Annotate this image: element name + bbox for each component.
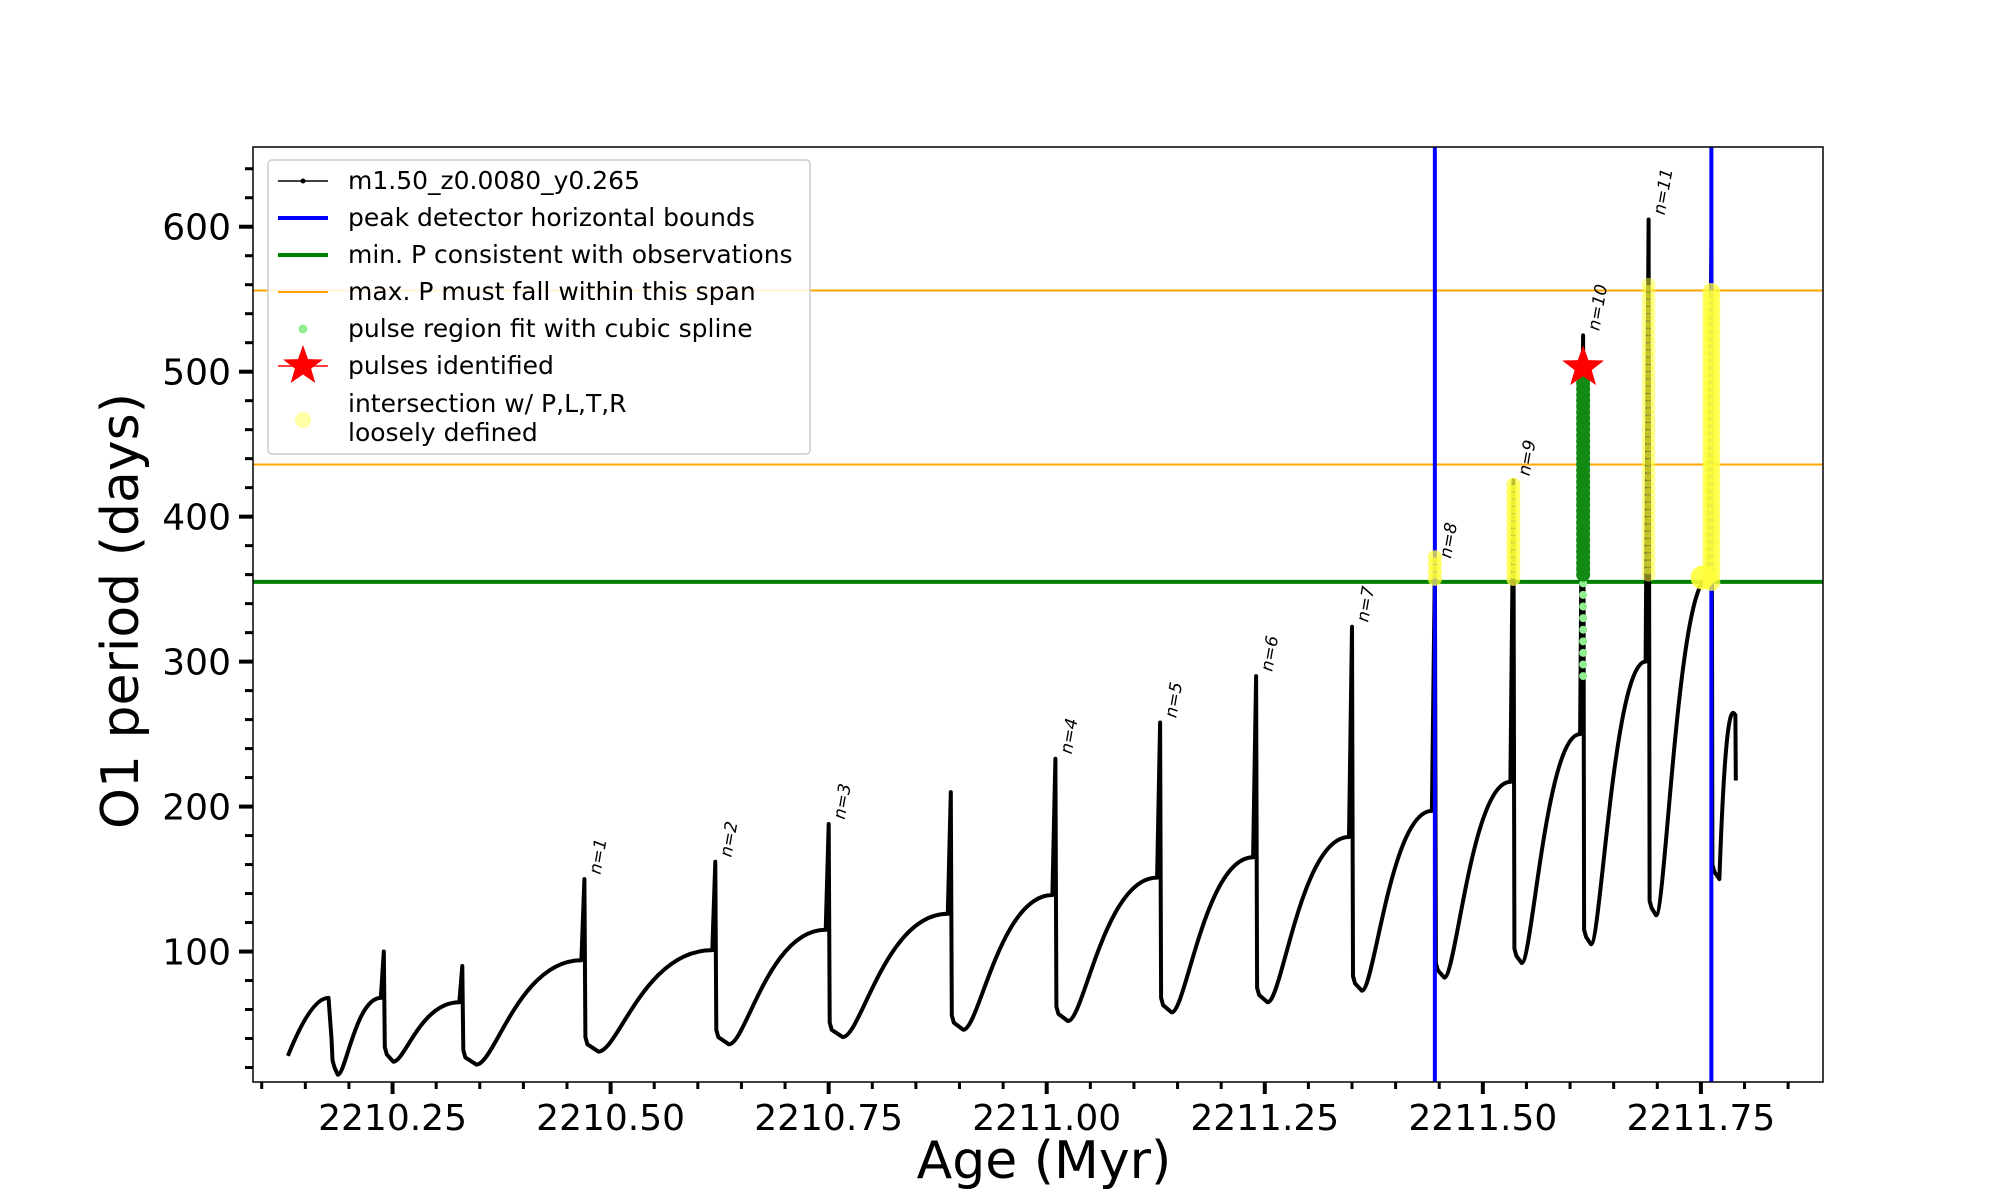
legend-swatch-star xyxy=(283,345,323,383)
legend-swatch-dot xyxy=(298,324,308,334)
legend-box xyxy=(267,159,811,455)
pulse-label-7: n=4 xyxy=(1057,717,1083,756)
spline-dot xyxy=(1579,614,1588,623)
y-tick-label: 600 xyxy=(162,208,231,249)
pulse-label-10: n=7 xyxy=(1353,585,1379,624)
peak-detector-bounds xyxy=(1432,147,1714,1082)
spline-dot xyxy=(1579,625,1588,634)
legend-label-5: pulses identified xyxy=(348,351,554,380)
x-tick-label: 2211.25 xyxy=(1190,1098,1339,1139)
intersection-dot xyxy=(1506,477,1521,492)
pulse-label-8: n=5 xyxy=(1161,681,1187,720)
x-tick-label: 2211.50 xyxy=(1408,1098,1557,1139)
y-tick-label: 500 xyxy=(162,353,231,394)
legend-label-2: min. P consistent with observations xyxy=(348,240,793,269)
legend-swatch-dot xyxy=(295,412,311,428)
x-tick-label: 2210.25 xyxy=(318,1098,467,1139)
spline-dot xyxy=(1579,672,1588,681)
pulse-markers xyxy=(1427,277,1721,681)
pulse-label-12: n=9 xyxy=(1515,439,1541,478)
x-tick-label: 2211.75 xyxy=(1626,1098,1775,1139)
intersection-dot xyxy=(1641,277,1656,292)
legend-label-4: pulse region fit with cubic spline xyxy=(348,314,753,343)
legend-label-line: m1.50_z0.0080_y0.265 xyxy=(348,166,640,195)
spline-dot xyxy=(1579,648,1588,657)
intersection-dot xyxy=(1702,282,1721,301)
intersection-dot xyxy=(1690,565,1715,590)
y-tick-label: 200 xyxy=(162,788,231,829)
x-tick-label: 2210.75 xyxy=(754,1098,903,1139)
y-tick-label: 400 xyxy=(162,498,231,539)
x-tick-label: 2210.50 xyxy=(536,1098,685,1139)
pulse-label-11: n=8 xyxy=(1436,521,1462,560)
pulse-label-4: n=2 xyxy=(716,820,742,859)
x-tick-label: 2211.00 xyxy=(972,1098,1121,1139)
x-axis-label: Age (Myr) xyxy=(917,1131,1172,1191)
intersection-dot xyxy=(1427,550,1442,565)
y-tick-label: 300 xyxy=(162,643,231,684)
pulse-label-5: n=3 xyxy=(830,782,856,821)
spline-dot xyxy=(1579,602,1588,611)
spline-dot xyxy=(1579,590,1588,599)
legend-label-line: intersection w/ P,L,T,R xyxy=(348,389,627,418)
legend-label-line: peak detector horizontal bounds xyxy=(348,203,755,232)
legend-label-0: m1.50_z0.0080_y0.265 xyxy=(348,166,640,195)
period-curve xyxy=(286,217,1738,1077)
y-axis-label: O1 period (days) xyxy=(91,393,151,829)
pulse-label-14: n=11 xyxy=(1650,167,1678,216)
period-curve-line xyxy=(286,217,1738,1077)
legend-label-1: peak detector horizontal bounds xyxy=(348,203,755,232)
plot-frame xyxy=(252,146,1824,1083)
pulse-label-3: n=1 xyxy=(586,837,612,876)
legend-swatch-dot xyxy=(300,178,306,184)
identified-pulse-star xyxy=(1562,345,1605,386)
legend-label-3: max. P must fall within this span xyxy=(348,277,756,306)
legend-label-line: max. P must fall within this span xyxy=(348,277,756,306)
legend-label-line: loosely defined xyxy=(348,418,538,447)
legend-label-line: min. P consistent with observations xyxy=(348,240,793,269)
spline-dot xyxy=(1579,660,1588,669)
pulse-label-9: n=6 xyxy=(1257,634,1283,673)
spline-dot xyxy=(1579,637,1588,646)
axes: 2210.25 2210.50 2210.75 2211.00 2211.25 2211.… xyxy=(162,146,1824,1139)
y-tick-label: 100 xyxy=(162,933,231,974)
legend-label-line: pulses identified xyxy=(348,351,554,380)
legend-label-6: intersection w/ P,L,T,R loosely defined xyxy=(348,389,627,447)
legend-label-line: pulse region fit with cubic spline xyxy=(348,314,753,343)
